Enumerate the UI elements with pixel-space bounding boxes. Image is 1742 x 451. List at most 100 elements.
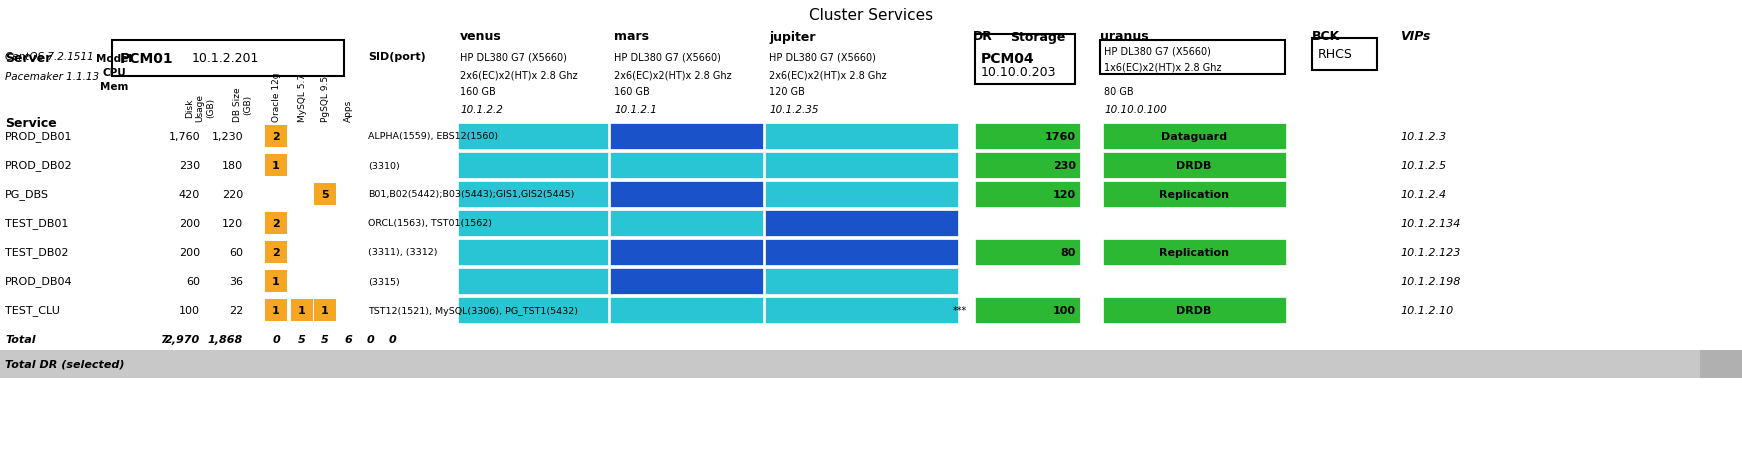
Text: 10.1.2.35: 10.1.2.35 — [768, 105, 819, 115]
Bar — [314, 184, 336, 206]
Text: Storage: Storage — [1010, 30, 1066, 43]
Text: 5: 5 — [298, 334, 307, 344]
Bar — [610, 297, 763, 323]
Bar — [765, 182, 958, 207]
Text: 1: 1 — [272, 276, 280, 286]
Text: ALPHA(1559), EBS12(1560): ALPHA(1559), EBS12(1560) — [368, 132, 498, 141]
Bar — [765, 152, 958, 179]
Text: Mem: Mem — [99, 82, 129, 92]
Bar — [0, 350, 1742, 378]
Text: 80 GB: 80 GB — [1104, 87, 1134, 97]
Bar — [976, 35, 1075, 85]
Text: 0: 0 — [388, 334, 395, 344]
Bar — [265, 155, 287, 177]
Text: 60: 60 — [228, 248, 242, 258]
Text: Cluster Services: Cluster Services — [808, 9, 934, 23]
Bar — [610, 182, 763, 207]
Text: 1,230: 1,230 — [211, 132, 242, 142]
Text: RHCS: RHCS — [1319, 48, 1354, 61]
Text: CPU: CPU — [103, 68, 125, 78]
Bar — [265, 126, 287, 147]
Text: 230: 230 — [1052, 161, 1077, 170]
Bar — [610, 124, 763, 150]
Text: TEST_DB02: TEST_DB02 — [5, 247, 68, 258]
Text: 6: 6 — [345, 334, 352, 344]
Text: 2: 2 — [272, 132, 280, 142]
Text: 10.1.2.201: 10.1.2.201 — [192, 52, 260, 65]
Text: Apps: Apps — [343, 100, 352, 122]
Text: PROD_DB04: PROD_DB04 — [5, 276, 73, 287]
Text: 220: 220 — [221, 189, 242, 199]
Bar — [1700, 350, 1742, 378]
Text: 160 GB: 160 GB — [613, 87, 650, 97]
Text: BCK: BCK — [1312, 30, 1340, 43]
Text: DRDB: DRDB — [1176, 305, 1212, 315]
Text: (3311), (3312): (3311), (3312) — [368, 248, 437, 257]
Text: Pacemaker 1.1.13: Pacemaker 1.1.13 — [5, 72, 99, 82]
Text: 10.1.2.134: 10.1.2.134 — [1401, 219, 1460, 229]
Text: PROD_DB02: PROD_DB02 — [5, 160, 73, 171]
Text: PCM04: PCM04 — [981, 52, 1035, 66]
Bar — [976, 297, 1080, 323]
Text: Oracle 12g: Oracle 12g — [272, 72, 280, 122]
Text: uranus: uranus — [1099, 30, 1148, 43]
Text: 2: 2 — [272, 219, 280, 229]
Bar — [111, 41, 343, 77]
Text: Dataguard: Dataguard — [1160, 132, 1226, 142]
Text: 1: 1 — [321, 305, 329, 315]
Bar — [765, 124, 958, 150]
Text: Server: Server — [5, 52, 51, 65]
Text: DRDB: DRDB — [1176, 161, 1212, 170]
Text: 10.1.2.10: 10.1.2.10 — [1401, 305, 1453, 315]
Text: TEST_DB01: TEST_DB01 — [5, 218, 68, 229]
Bar — [976, 124, 1080, 150]
Text: 10.1.2.4: 10.1.2.4 — [1401, 189, 1446, 199]
Text: ***: *** — [953, 305, 967, 315]
Bar — [265, 241, 287, 263]
Bar — [976, 239, 1080, 265]
Bar — [458, 239, 608, 265]
Text: 1x6(EC)x2(HT)x 2.8 Ghz: 1x6(EC)x2(HT)x 2.8 Ghz — [1104, 62, 1221, 72]
Text: 1760: 1760 — [1045, 132, 1077, 142]
Text: SID(port): SID(port) — [368, 52, 425, 62]
Text: 200: 200 — [179, 248, 200, 258]
Bar — [1103, 182, 1286, 207]
Text: 420: 420 — [179, 189, 200, 199]
Bar — [976, 152, 1080, 179]
Text: 1: 1 — [272, 305, 280, 315]
Text: 160 GB: 160 GB — [460, 87, 496, 97]
Text: 5: 5 — [321, 189, 329, 199]
Bar — [458, 211, 608, 236]
Text: CentOS 7.2.1511: CentOS 7.2.1511 — [5, 52, 94, 62]
Bar — [1103, 297, 1286, 323]
Text: mars: mars — [613, 30, 650, 43]
Text: 10.10.0.100: 10.10.0.100 — [1104, 105, 1167, 115]
Bar — [1312, 39, 1376, 71]
Text: HP DL380 G7 (X5660): HP DL380 G7 (X5660) — [460, 52, 566, 62]
Text: 200: 200 — [179, 219, 200, 229]
Text: Total DR (selected): Total DR (selected) — [5, 359, 124, 369]
Text: 1,760: 1,760 — [169, 132, 200, 142]
Text: venus: venus — [460, 30, 502, 43]
Bar — [765, 268, 958, 295]
Text: 10.1.2.5: 10.1.2.5 — [1401, 161, 1446, 170]
Text: 120: 120 — [1052, 189, 1077, 199]
Text: 120: 120 — [221, 219, 242, 229]
Text: jupiter: jupiter — [768, 30, 815, 43]
Text: (3315): (3315) — [368, 277, 399, 286]
Bar — [610, 211, 763, 236]
Text: Model: Model — [96, 54, 132, 64]
Bar — [1099, 41, 1286, 75]
Text: Disk
Usage
(GB): Disk Usage (GB) — [185, 94, 214, 122]
Bar — [458, 297, 608, 323]
Text: Replication: Replication — [1158, 189, 1230, 199]
Text: 2x6(EC)x2(HT)x 2.8 Ghz: 2x6(EC)x2(HT)x 2.8 Ghz — [768, 70, 887, 80]
Bar — [1103, 152, 1286, 179]
Text: 0: 0 — [366, 334, 375, 344]
Text: 10.1.2.198: 10.1.2.198 — [1401, 276, 1460, 286]
Text: 10.1.2.3: 10.1.2.3 — [1401, 132, 1446, 142]
Text: TST12(1521), MySQL(3306), PG_TST1(5432): TST12(1521), MySQL(3306), PG_TST1(5432) — [368, 306, 578, 315]
Text: 2,970: 2,970 — [165, 334, 200, 344]
Bar — [1103, 124, 1286, 150]
Text: DB Size
(GB): DB Size (GB) — [233, 87, 253, 122]
